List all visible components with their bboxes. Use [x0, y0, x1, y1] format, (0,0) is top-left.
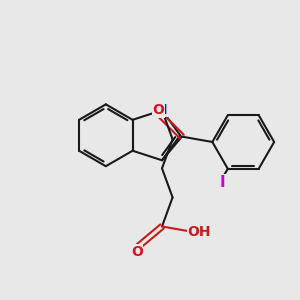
- Text: N: N: [156, 103, 168, 117]
- Text: OH: OH: [187, 225, 211, 239]
- Text: I: I: [220, 175, 225, 190]
- Text: O: O: [153, 103, 164, 117]
- Text: O: O: [131, 244, 143, 259]
